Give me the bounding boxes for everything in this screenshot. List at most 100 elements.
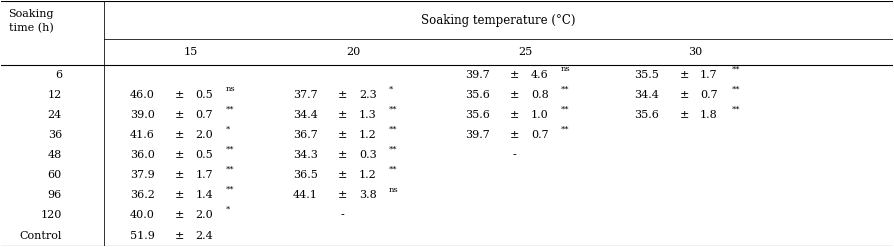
Text: Control: Control [20,230,62,241]
Text: ±: ± [175,90,184,100]
Text: ±: ± [338,150,348,160]
Text: 12: 12 [47,90,62,100]
Text: 96: 96 [47,190,62,200]
Text: ±: ± [175,110,184,120]
Text: 34.3: 34.3 [293,150,317,160]
Text: 60: 60 [47,170,62,180]
Text: 1.2: 1.2 [358,170,376,180]
Text: **: ** [732,105,741,113]
Text: 2.0: 2.0 [196,130,214,140]
Text: 2.3: 2.3 [358,90,376,100]
Text: ±: ± [175,130,184,140]
Text: 35.5: 35.5 [634,70,659,80]
Text: 36.0: 36.0 [130,150,155,160]
Text: **: ** [389,146,398,154]
Text: ±: ± [510,130,519,140]
Text: **: ** [732,65,741,73]
Text: 0.8: 0.8 [531,90,549,100]
Text: 35.6: 35.6 [465,90,490,100]
Text: Soaking temperature (°C): Soaking temperature (°C) [421,14,576,27]
Text: 0.3: 0.3 [358,150,376,160]
Text: 46.0: 46.0 [130,90,155,100]
Text: ns: ns [561,65,570,73]
Text: 6: 6 [55,70,62,80]
Text: ±: ± [175,190,184,200]
Text: ±: ± [338,170,348,180]
Text: 4.6: 4.6 [531,70,549,80]
Text: 39.7: 39.7 [465,130,490,140]
Text: 41.6: 41.6 [130,130,155,140]
Text: **: ** [389,166,398,174]
Text: ±: ± [510,90,519,100]
Text: *: * [389,85,393,93]
Text: 120: 120 [40,210,62,221]
Text: ±: ± [510,70,519,80]
Text: 0.5: 0.5 [196,90,214,100]
Text: **: ** [732,85,741,93]
Text: 40.0: 40.0 [130,210,155,221]
Text: 1.7: 1.7 [196,170,214,180]
Text: 1.7: 1.7 [700,70,718,80]
Text: 36: 36 [47,130,62,140]
Text: ±: ± [679,70,688,80]
Text: ±: ± [338,110,348,120]
Text: 34.4: 34.4 [634,90,659,100]
Text: 15: 15 [183,47,198,57]
Text: 1.3: 1.3 [358,110,376,120]
Text: **: ** [226,186,234,194]
Text: **: ** [226,166,234,174]
Text: **: ** [226,105,234,113]
Text: 0.7: 0.7 [531,130,548,140]
Text: ±: ± [175,170,184,180]
Text: **: ** [226,146,234,154]
Text: 36.5: 36.5 [293,170,317,180]
Text: 25: 25 [519,47,533,57]
Text: -: - [513,150,517,160]
Text: -: - [341,210,344,221]
Text: ±: ± [679,110,688,120]
Text: 36.2: 36.2 [130,190,155,200]
Text: **: ** [561,125,569,134]
Text: 0.5: 0.5 [196,150,214,160]
Text: 3.8: 3.8 [358,190,376,200]
Text: ns: ns [226,85,236,93]
Text: 37.9: 37.9 [130,170,155,180]
Text: ±: ± [338,90,348,100]
Text: ±: ± [679,90,688,100]
Text: ±: ± [338,190,348,200]
Text: 44.1: 44.1 [293,190,317,200]
Text: **: ** [561,85,569,93]
Text: 1.0: 1.0 [531,110,549,120]
Text: 35.6: 35.6 [634,110,659,120]
Text: 35.6: 35.6 [465,110,490,120]
Text: 36.7: 36.7 [293,130,317,140]
Text: 1.2: 1.2 [358,130,376,140]
Text: 0.7: 0.7 [700,90,718,100]
Text: **: ** [561,105,569,113]
Text: **: ** [389,105,398,113]
Text: ±: ± [175,230,184,241]
Text: **: ** [389,125,398,134]
Text: ±: ± [338,130,348,140]
Text: 0.7: 0.7 [196,110,214,120]
Text: ns: ns [389,186,399,194]
Text: ±: ± [175,150,184,160]
Text: 30: 30 [688,47,703,57]
Text: time (h): time (h) [9,22,54,33]
Text: 34.4: 34.4 [293,110,317,120]
Text: 1.4: 1.4 [196,190,214,200]
Text: ±: ± [510,110,519,120]
Text: 1.8: 1.8 [700,110,718,120]
Text: 2.0: 2.0 [196,210,214,221]
Text: 51.9: 51.9 [130,230,155,241]
Text: 39.0: 39.0 [130,110,155,120]
Text: *: * [226,125,231,134]
Text: 48: 48 [47,150,62,160]
Text: 2.4: 2.4 [196,230,214,241]
Text: 24: 24 [47,110,62,120]
Text: 37.7: 37.7 [293,90,317,100]
Text: ±: ± [175,210,184,221]
Text: 39.7: 39.7 [465,70,490,80]
Text: *: * [226,206,231,214]
Text: 20: 20 [346,47,360,57]
